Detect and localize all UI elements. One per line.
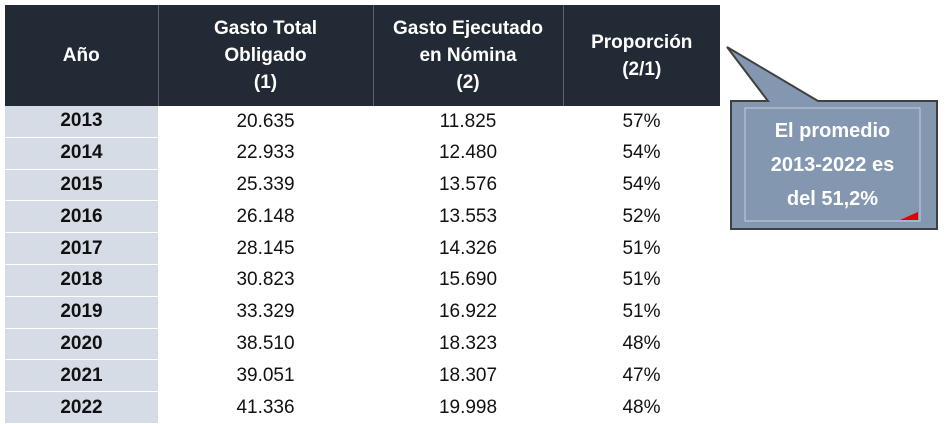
table-row: 2014 22.933 12.480 54% — [5, 137, 720, 170]
data-table: Año Gasto Total Obligado (1) Gasto Ejecu… — [5, 5, 720, 424]
header-year: Año — [5, 5, 159, 106]
cell-year: 2017 — [5, 232, 158, 265]
cell-proporcion: 51% — [622, 237, 661, 259]
cell-nomina: 13.553 — [438, 205, 498, 227]
cell-nomina: 19.998 — [438, 396, 498, 418]
table-row: 2017 28.145 14.326 51% — [5, 232, 720, 265]
cell-year: 2019 — [5, 296, 158, 329]
cell-proporcion: 51% — [622, 301, 661, 323]
cell-nomina: 18.307 — [438, 364, 498, 386]
callout-line: del 51,2% — [786, 187, 879, 210]
cell-nomina: 15.690 — [438, 269, 498, 291]
header-row: Año Gasto Total Obligado (1) Gasto Ejecu… — [5, 5, 720, 106]
cell-year: 2020 — [5, 328, 158, 361]
header-nomina-line: (2) — [456, 72, 480, 93]
cell-nomina: 12.480 — [438, 142, 498, 164]
cell-proporcion: 57% — [622, 110, 661, 132]
cell-year: 2015 — [5, 169, 158, 202]
callout-line: El promedio — [774, 119, 891, 142]
cell-year: 2021 — [5, 359, 158, 393]
header-proporcion-line: (2/1) — [622, 58, 662, 80]
cell-total: 28.145 — [236, 237, 295, 259]
header-total-line: (1) — [253, 72, 278, 93]
cell-proporcion: 54% — [622, 142, 661, 164]
cell-year: 2013 — [5, 106, 158, 138]
cell-total: 30.823 — [236, 269, 295, 291]
cell-proporcion: 51% — [622, 269, 661, 291]
header-nomina-line: en Nómina — [419, 45, 517, 66]
callout-line: 2013-2022 es — [770, 153, 895, 176]
cell-total: 20.635 — [236, 110, 295, 132]
cell-proporcion: 48% — [622, 396, 661, 418]
cell-year: 2014 — [5, 137, 158, 170]
header-total: Gasto Total Obligado (1) — [158, 5, 374, 106]
cell-proporcion: 47% — [622, 364, 661, 386]
table-row: 2019 33.329 16.922 51% — [5, 296, 720, 329]
table-body: 2013 20.635 11.825 57% 2014 22.933 12.480 54% 20… — [5, 106, 720, 424]
header-year-line: Año — [62, 45, 100, 66]
cell-proporcion: 48% — [622, 332, 661, 354]
header-nomina: Gasto Ejecutado en Nómina (2) — [373, 5, 564, 106]
cell-nomina: 11.825 — [439, 110, 497, 132]
header-nomina-line: Gasto Ejecutado — [393, 18, 543, 39]
cell-year: 2022 — [5, 391, 158, 424]
cell-proporcion: 52% — [622, 205, 661, 227]
cell-total: 38.510 — [236, 332, 295, 354]
cell-nomina: 14.326 — [438, 237, 498, 259]
header-proporcion: Proporción (2/1) — [563, 5, 720, 106]
header-proporcion-line: Proporción — [591, 31, 693, 53]
cell-nomina: 16.922 — [438, 301, 498, 323]
cell-nomina: 18.323 — [438, 332, 498, 354]
cell-year: 2016 — [5, 200, 158, 234]
cell-total: 39.051 — [236, 364, 295, 386]
callout-text: El promedio 2013-2022 es del 51,2% — [745, 108, 920, 221]
cell-year: 2018 — [5, 264, 158, 297]
header-total-line: Obligado — [224, 45, 307, 66]
table-row: 2021 39.051 18.307 47% — [5, 359, 720, 393]
cell-total: 33.329 — [236, 301, 295, 323]
cell-total: 41.336 — [236, 396, 295, 418]
table-row: 2015 25.339 13.576 54% — [5, 169, 720, 202]
table-row: 2020 38.510 18.323 48% — [5, 328, 720, 361]
cell-total: 25.339 — [236, 173, 295, 195]
cell-total: 22.933 — [236, 142, 295, 164]
table-row: 2016 26.148 13.553 52% — [5, 200, 720, 234]
cell-proporcion: 54% — [622, 173, 661, 195]
table-row: 2013 20.635 11.825 57% — [5, 106, 720, 138]
table-row: 2018 30.823 15.690 51% — [5, 264, 720, 297]
header-total-line: Gasto Total — [213, 18, 318, 39]
cell-total: 26.148 — [236, 205, 295, 227]
cell-nomina: 13.576 — [438, 173, 498, 195]
table-row: 2022 41.336 19.998 48% — [5, 391, 720, 424]
